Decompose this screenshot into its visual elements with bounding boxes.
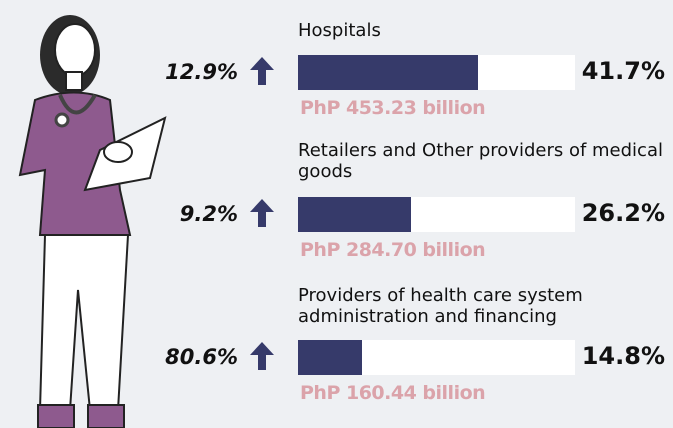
category-label: Hospitals [298, 20, 381, 41]
category-label: Retailers and Other providers of medical… [298, 140, 663, 182]
value-label: 14.8% [581, 342, 665, 370]
growth-label: 12.9% [165, 60, 238, 84]
up-arrow [250, 342, 274, 370]
growth-label: 80.6% [165, 345, 238, 369]
value-label: 41.7% [581, 57, 665, 85]
amount-label: PhP 453.23 billion [300, 97, 486, 119]
up-arrow [250, 199, 274, 227]
bar [298, 340, 363, 375]
growth-label: 9.2% [179, 202, 238, 226]
amount-label: PhP 160.44 billion [300, 382, 486, 404]
value-label: 26.2% [581, 199, 665, 227]
up-arrow [250, 57, 274, 85]
bar [298, 55, 479, 90]
category-label: Providers of health care system administ… [298, 285, 583, 327]
bar [298, 197, 412, 232]
nurse-illustration [18, 15, 167, 428]
amount-label: PhP 284.70 billion [300, 239, 486, 261]
